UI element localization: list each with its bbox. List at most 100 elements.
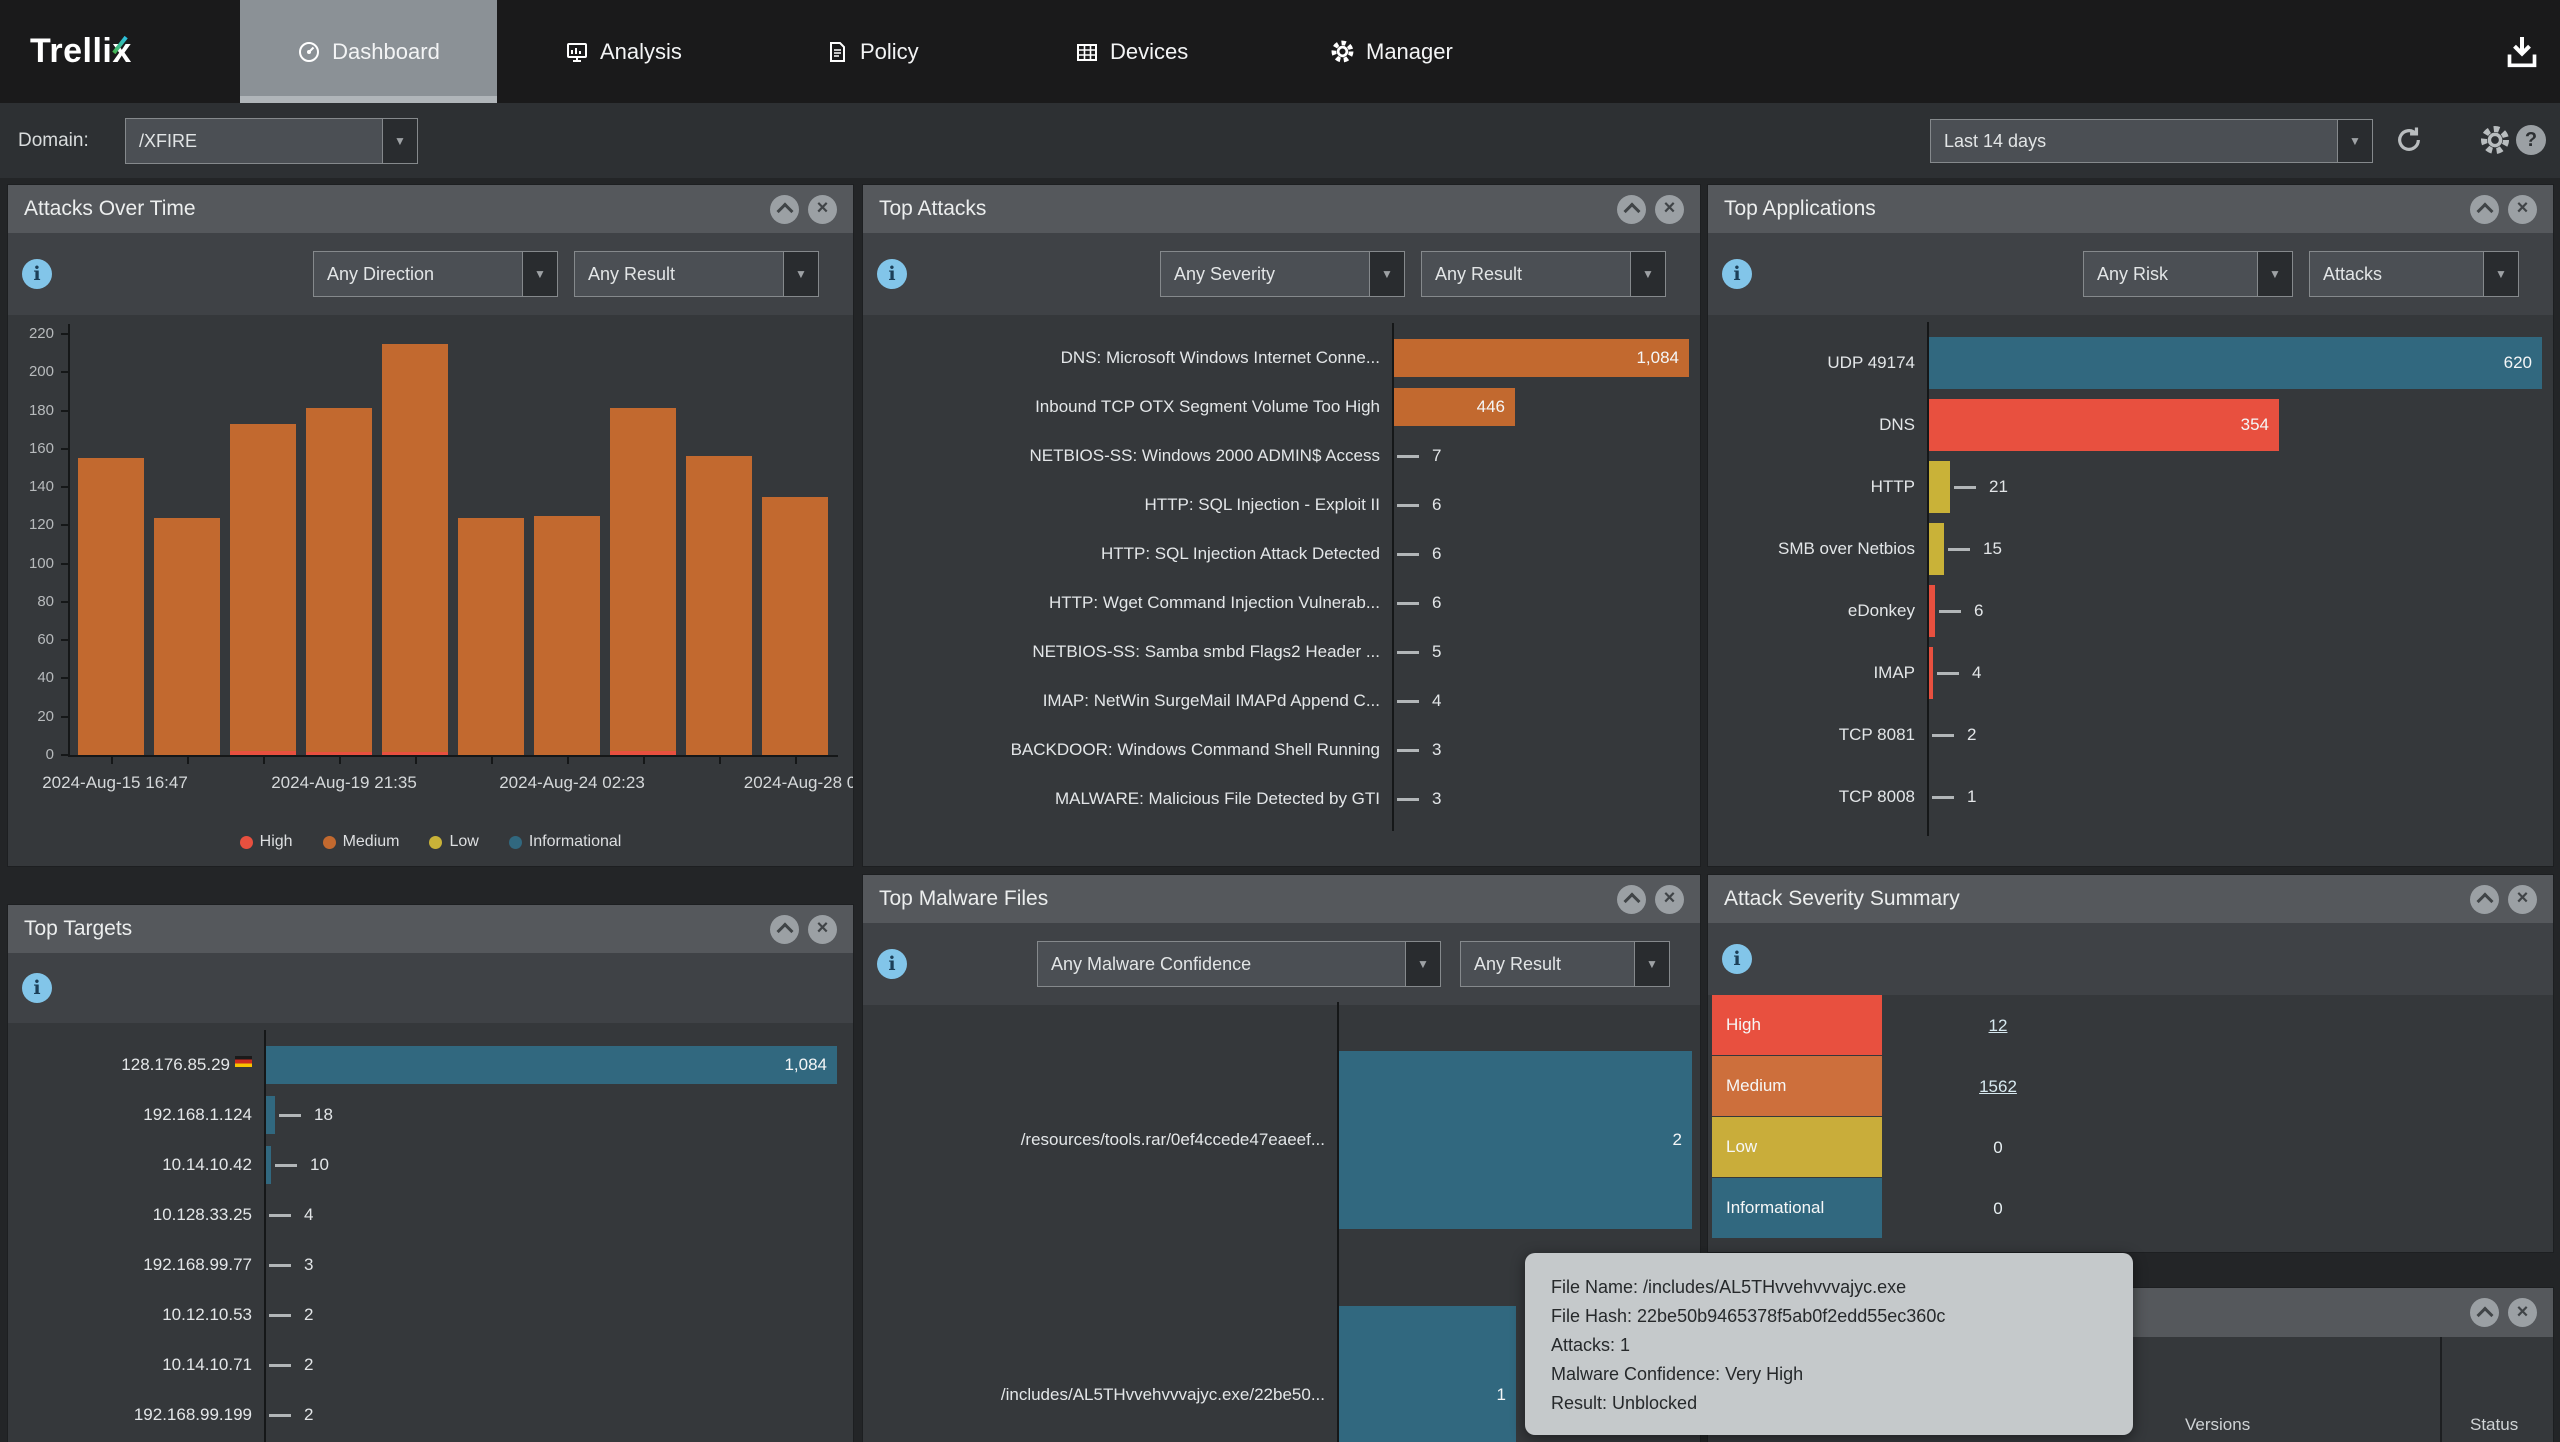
row-label[interactable]: 10.128.33.25 (8, 1190, 252, 1240)
stacked-bar[interactable] (382, 344, 448, 755)
time-range-select[interactable]: Last 14 days ▼ (1930, 119, 2373, 163)
bar[interactable] (1929, 461, 1950, 513)
row-value: 4 (1432, 691, 1441, 711)
row-label[interactable]: 10.12.10.53 (8, 1290, 252, 1340)
chart-row: 128.176.85.29 1,084 (8, 1040, 853, 1090)
bar-value: 446 (1477, 397, 1515, 417)
row-value: 3 (1432, 740, 1441, 760)
row-label[interactable]: DNS: Microsoft Windows Internet Conne... (863, 333, 1380, 382)
row-label[interactable]: NETBIOS-SS: Windows 2000 ADMIN$ Access (863, 431, 1380, 480)
domain-select[interactable]: /XFIRE ▼ (125, 118, 418, 164)
bar[interactable] (1929, 585, 1935, 637)
refresh-icon[interactable] (2392, 123, 2426, 157)
row-label[interactable]: 10.14.10.71 (8, 1340, 252, 1390)
bar[interactable]: 2 (1339, 1051, 1692, 1229)
row-label[interactable]: HTTP (1708, 456, 1915, 518)
bar[interactable]: 620 (1929, 337, 2542, 389)
bar[interactable]: 1,084 (266, 1046, 837, 1084)
severity-count-link[interactable]: 1562 (1943, 1056, 2053, 1117)
chart-row: HTTP: Wget Command Injection Vulnerab...… (863, 578, 1700, 627)
row-label[interactable]: Inbound TCP OTX Segment Volume Too High (863, 382, 1380, 431)
bar[interactable] (266, 1096, 275, 1134)
tab-analysis[interactable]: Analysis (543, 0, 704, 103)
stacked-bar[interactable] (610, 408, 676, 755)
tick-line (275, 1164, 297, 1167)
legend-dot (429, 836, 442, 849)
attacks-over-time-chart: 0204060801001201401601802002202024-Aug-1… (8, 185, 853, 866)
bar[interactable]: 1,084 (1394, 339, 1689, 377)
row-label[interactable]: NETBIOS-SS: Samba smbd Flags2 Header ... (863, 627, 1380, 676)
stacked-bar[interactable] (534, 516, 600, 755)
download-icon[interactable] (2502, 32, 2542, 72)
tick-line (1932, 796, 1954, 799)
bar[interactable]: 446 (1394, 388, 1515, 426)
row-label[interactable]: TCP 8008 (1708, 766, 1915, 828)
column-header-versions: Versions (2185, 1415, 2250, 1435)
bar[interactable] (266, 1146, 271, 1184)
tab-manager[interactable]: Manager (1308, 0, 1475, 103)
severity-count-link[interactable]: 12 (1943, 995, 2053, 1056)
stacked-bar[interactable] (686, 456, 752, 755)
tooltip-line: Malware Confidence: Very High (1551, 1360, 2107, 1389)
high-severity-segment (306, 752, 372, 755)
document-icon (825, 40, 849, 64)
stacked-bar[interactable] (762, 497, 828, 755)
y-tick-label: 140 (8, 478, 54, 495)
high-severity-segment (230, 751, 296, 755)
row-value: 6 (1432, 593, 1441, 613)
stacked-bar[interactable] (78, 458, 144, 755)
panel-top-targets: Top Targets × i 128.176.85.291,084192.16… (8, 905, 853, 1442)
row-label[interactable]: /includes/AL5THvvehvvvajyc.exe/22be50... (863, 1267, 1325, 1442)
gauge-icon (297, 40, 321, 64)
row-label[interactable]: SMB over Netbios (1708, 518, 1915, 580)
row-label[interactable]: 128.176.85.29 (8, 1040, 252, 1090)
bar[interactable]: 354 (1929, 399, 2279, 451)
row-label[interactable]: 192.168.99.77 (8, 1240, 252, 1290)
legend-item: Low (429, 833, 478, 851)
row-label[interactable]: IMAP (1708, 642, 1915, 704)
high-severity-segment (382, 752, 448, 755)
row-label[interactable]: TCP 8081 (1708, 704, 1915, 766)
column-divider (2440, 1337, 2442, 1442)
row-label[interactable]: HTTP: Wget Command Injection Vulnerab... (863, 578, 1380, 627)
stacked-bar[interactable] (306, 408, 372, 755)
row-label[interactable]: /resources/tools.rar/0ef4ccede47eaeef... (863, 1012, 1325, 1267)
severity-row: Medium1562 (1708, 1056, 2553, 1117)
bar[interactable]: 1 (1339, 1306, 1516, 1442)
help-icon[interactable]: ? (2514, 123, 2548, 157)
bar[interactable] (1929, 647, 1933, 699)
settings-gear-icon[interactable] (2478, 123, 2512, 157)
row-label[interactable]: IMAP: NetWin SurgeMail IMAPd Append C... (863, 676, 1380, 725)
y-tick-mark (61, 677, 68, 679)
tab-dashboard[interactable]: Dashboard (240, 0, 497, 103)
stacked-bar[interactable] (154, 518, 220, 755)
row-label[interactable]: BACKDOOR: Windows Command Shell Running (863, 725, 1380, 774)
row-label[interactable]: DNS (1708, 394, 1915, 456)
row-label[interactable]: 192.168.99.199 (8, 1390, 252, 1440)
row-label[interactable]: HTTP: SQL Injection - Exploit II (863, 480, 1380, 529)
y-tick-label: 120 (8, 516, 54, 533)
row-value: 6 (1432, 544, 1441, 564)
stacked-bar[interactable] (230, 424, 296, 755)
tab-policy[interactable]: Policy (803, 0, 941, 103)
severity-row: High12 (1708, 995, 2553, 1056)
close-icon[interactable]: × (2508, 1298, 2537, 1327)
severity-count: 0 (1943, 1178, 2053, 1239)
bar-value: 1 (1497, 1385, 1516, 1405)
row-label[interactable]: 192.168.1.124 (8, 1090, 252, 1140)
y-tick-label: 0 (8, 746, 54, 763)
bar[interactable] (1929, 523, 1944, 575)
chart-row: HTTP: SQL Injection - Exploit II6 (863, 480, 1700, 529)
row-label[interactable]: 10.14.10.42 (8, 1140, 252, 1190)
tab-devices[interactable]: Devices (1053, 0, 1210, 103)
row-value: 10 (310, 1155, 329, 1175)
row-value: 2 (304, 1405, 313, 1425)
row-label[interactable]: eDonkey (1708, 580, 1915, 642)
row-label[interactable]: UDP 49174 (1708, 332, 1915, 394)
row-label[interactable]: HTTP: SQL Injection Attack Detected (863, 529, 1380, 578)
stacked-bar[interactable] (458, 518, 524, 755)
chart-row: HTTP21 (1708, 456, 2553, 518)
collapse-icon[interactable] (2470, 1298, 2499, 1327)
row-label[interactable]: MALWARE: Malicious File Detected by GTI (863, 774, 1380, 823)
tick-line (1397, 602, 1419, 605)
